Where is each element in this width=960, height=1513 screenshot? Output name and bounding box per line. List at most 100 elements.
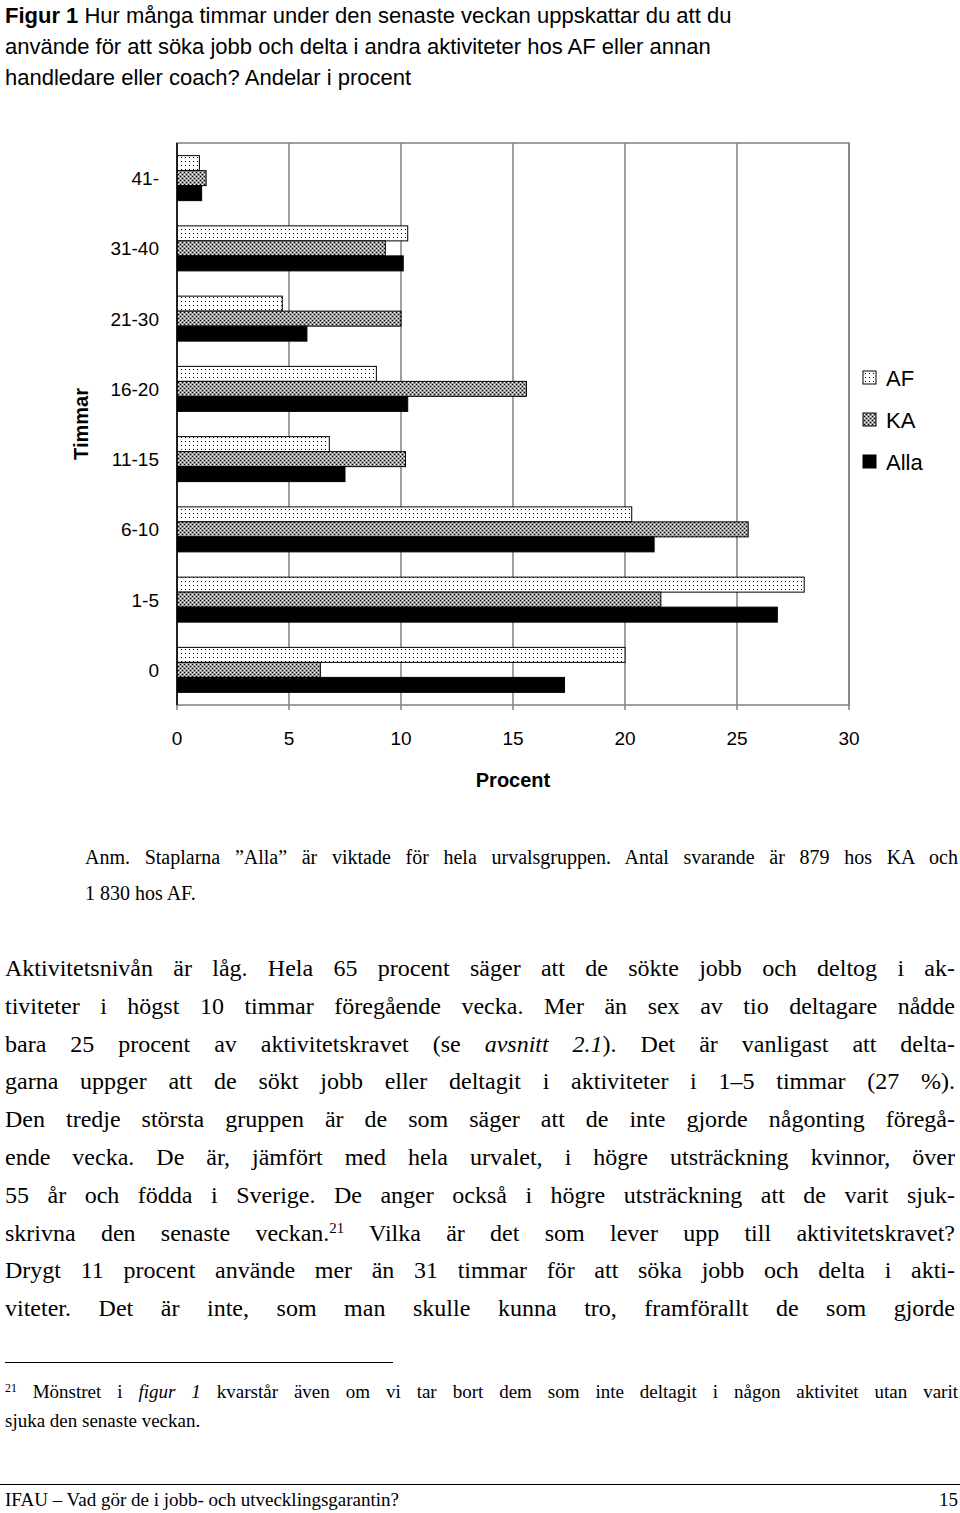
body-line: Den tredje största gruppen är de som säg…: [5, 1103, 955, 1135]
text-run: kvarstår även om vi tar bort dem som int…: [201, 1381, 958, 1402]
bar: [177, 381, 526, 396]
tick-label: 0: [172, 728, 183, 749]
text-run: ). Det är vanligast att delta-: [603, 1031, 955, 1057]
caption-line: Figur 1 Hur många timmar under den senas…: [5, 2, 955, 30]
bar: [177, 226, 408, 241]
footnote-line: sjuka den senaste veckan.: [5, 1408, 958, 1434]
text-run: sjuka den senaste veckan.: [5, 1410, 200, 1431]
bar: [177, 522, 748, 537]
body-line: bara 25 procent av aktivitetskravet (se …: [5, 1028, 955, 1060]
footnote-ref: 21: [329, 1219, 344, 1235]
footnote-ref: 21: [5, 1382, 17, 1395]
figure-label: Figur 1: [5, 3, 78, 28]
body-line: garna uppger att de sökt jobb eller delt…: [5, 1065, 955, 1097]
text-run: ende vecka. De är, jämfört med hela urva…: [5, 1144, 955, 1170]
legend-label: Alla: [886, 450, 923, 475]
bar: [177, 662, 320, 677]
body-line: tiviteter i högst 10 timmar föregående v…: [5, 990, 955, 1022]
axis-line: [176, 143, 178, 705]
tick-label: 10: [390, 728, 411, 749]
bar: [177, 577, 804, 592]
bar: [177, 507, 632, 522]
bar: [177, 607, 777, 622]
category-label: 21-30: [110, 309, 159, 330]
footer-title: IFAU – Vad gör de i jobb- och utveckling…: [5, 1488, 399, 1512]
text-run: 55 år och födda i Sverige. De anger ocks…: [5, 1182, 955, 1208]
bar: [177, 677, 565, 692]
text-run: Mönstret i: [17, 1381, 139, 1402]
caption-line: använde för att söka jobb och delta i an…: [5, 33, 955, 61]
legend: AF KA Alla: [863, 366, 923, 475]
tick-mark: [736, 705, 738, 710]
note-line: 1 830 hos AF.: [85, 880, 958, 906]
legend-swatch: [863, 413, 876, 426]
bar: [177, 186, 202, 201]
caption-text: använde för att söka jobb och delta i an…: [5, 34, 711, 59]
body-line: viteter. Det är inte, som man skulle kun…: [5, 1292, 955, 1324]
plot-frame: [177, 143, 849, 705]
text-run: viteter. Det är inte, som man skulle kun…: [5, 1295, 955, 1321]
bar: [177, 647, 625, 662]
bar: [177, 241, 385, 256]
tick-mark: [176, 705, 178, 710]
text-run: Den tredje största gruppen är de som säg…: [5, 1106, 955, 1132]
bar: [177, 311, 401, 326]
legend-label: AF: [886, 366, 914, 391]
bars: [177, 156, 804, 693]
body-line: Aktivitetsnivån är låg. Hela 65 procent …: [5, 952, 955, 984]
bar: [177, 156, 199, 171]
category-label: 16-20: [110, 379, 159, 400]
text-run: Vilka är det som lever upp till aktivite…: [344, 1220, 955, 1246]
bar: [177, 366, 376, 381]
text-run: tiviteter i högst 10 timmar föregående v…: [5, 993, 955, 1019]
bar: [177, 537, 654, 552]
legend-label: KA: [886, 408, 916, 433]
text-run: avsnitt 2.1: [485, 1031, 603, 1057]
tick-label: 15: [502, 728, 523, 749]
bar: [177, 437, 329, 452]
bar: [177, 592, 661, 607]
caption-text: handledare eller coach? Andelar i procen…: [5, 65, 411, 90]
body-line: 55 år och födda i Sverige. De anger ocks…: [5, 1179, 955, 1211]
axis-title: Procent: [476, 769, 551, 791]
page-number: 15: [939, 1488, 958, 1512]
tick-label: 5: [284, 728, 295, 749]
tick-mark: [288, 705, 290, 710]
tick-mark: [400, 705, 402, 710]
text-run: garna uppger att de sökt jobb eller delt…: [5, 1068, 955, 1094]
text-run: skrivna den senaste veckan.: [5, 1220, 329, 1246]
category-label: 6-10: [121, 519, 159, 540]
footnote-line: 21 Mönstret i figur 1 kvarstår även om v…: [5, 1379, 958, 1405]
tick-label: 30: [838, 728, 859, 749]
axis-title: Timmar: [70, 388, 92, 460]
text-run: bara 25 procent av aktivitetskravet (se: [5, 1031, 485, 1057]
caption-text: Hur många timmar under den senaste vecka…: [84, 3, 731, 28]
bar: [177, 296, 282, 311]
footer-rule: [0, 1484, 960, 1485]
caption-line: handledare eller coach? Andelar i procen…: [5, 64, 955, 92]
category-label: 11-15: [112, 449, 159, 470]
bar: [177, 467, 345, 482]
category-label: 0: [148, 660, 159, 681]
body-line: skrivna den senaste veckan.21 Vilka är d…: [5, 1217, 955, 1249]
tick-label: 20: [614, 728, 635, 749]
category-label: 31-40: [110, 238, 159, 259]
text-run: Drygt 11 procent använde mer än 31 timma…: [5, 1257, 955, 1283]
bar: [177, 256, 403, 271]
text-run: figur 1: [138, 1381, 200, 1402]
tick-mark: [512, 705, 514, 710]
bar: [177, 396, 408, 411]
category-label: 41-: [132, 168, 159, 189]
body-line: ende vecka. De är, jämfört med hela urva…: [5, 1141, 955, 1173]
bar: [177, 452, 405, 467]
footnote-rule: [5, 1362, 393, 1363]
bar: [177, 326, 307, 341]
note-line: Anm. Staplarna ”Alla” är viktade för hel…: [85, 844, 958, 870]
tick-mark: [848, 705, 850, 710]
tick-label: 25: [726, 728, 747, 749]
bar: [177, 171, 206, 186]
text-run: Aktivitetsnivån är låg. Hela 65 procent …: [5, 955, 955, 981]
body-line: Drygt 11 procent använde mer än 31 timma…: [5, 1254, 955, 1286]
grid-line: [848, 143, 850, 705]
legend-swatch: [863, 455, 876, 468]
